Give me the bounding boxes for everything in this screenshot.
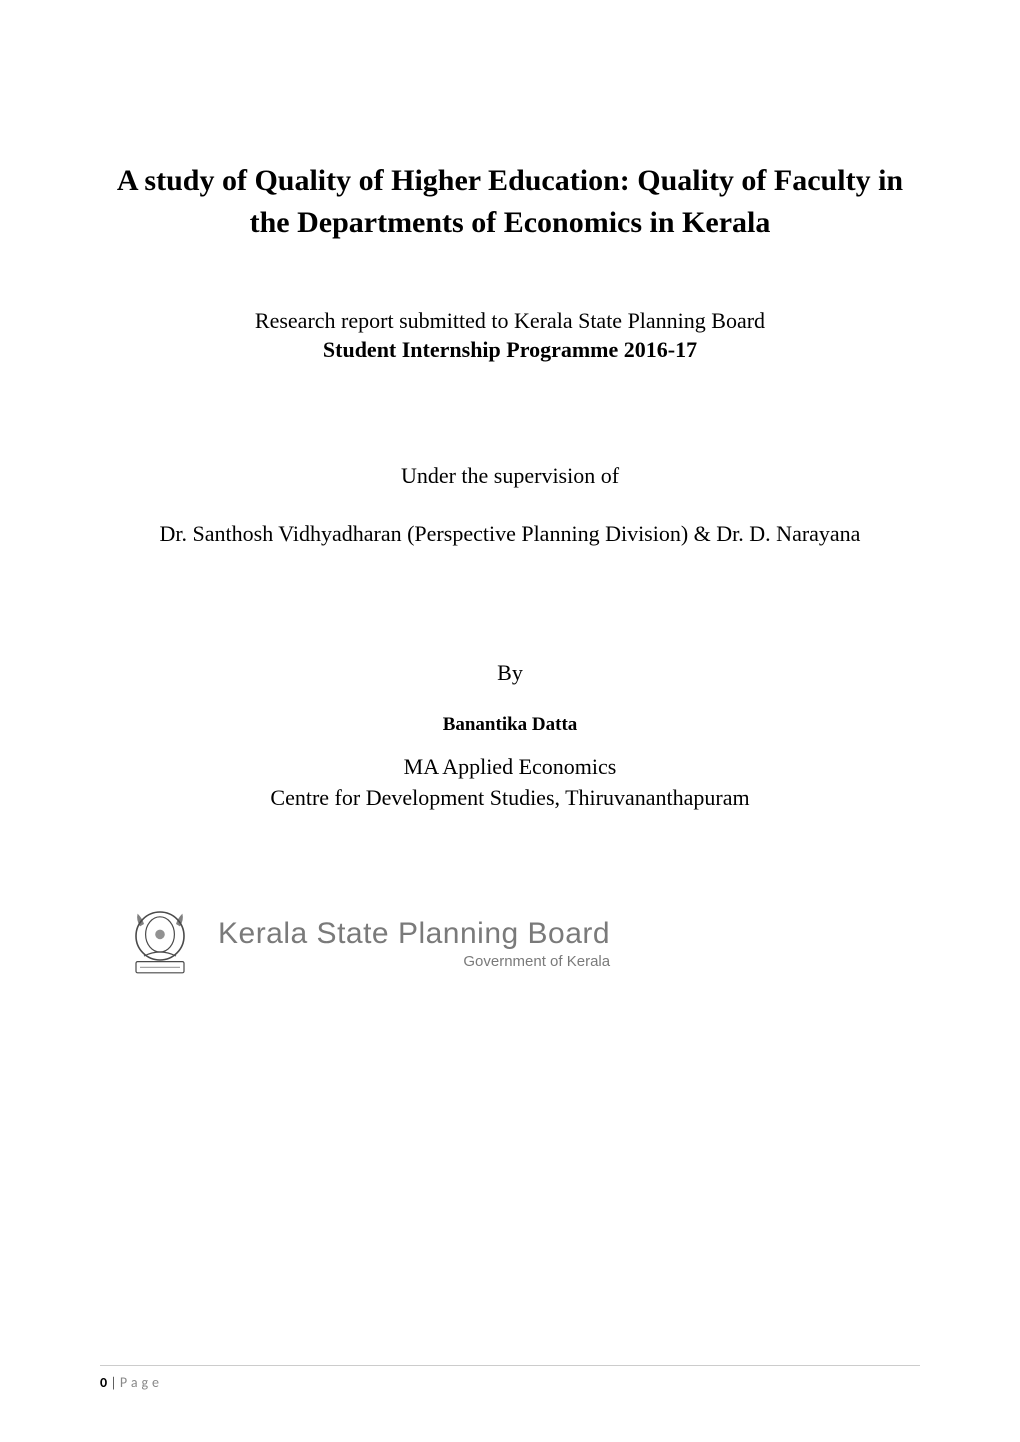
document-title: A study of Quality of Higher Education: …	[100, 160, 920, 244]
page-label: Page	[120, 1374, 163, 1391]
organization-subtitle: Government of Kerala	[463, 953, 610, 970]
supervision-label: Under the supervision of	[100, 463, 920, 489]
organization-logo-block: Kerala State Planning Board Government o…	[120, 904, 920, 984]
author-degree: MA Applied Economics	[404, 754, 617, 779]
author-affiliation: MA Applied Economics Centre for Developm…	[100, 752, 920, 814]
submitted-to-line: Research report submitted to Kerala Stat…	[100, 304, 920, 337]
page-separator: |	[107, 1374, 120, 1391]
by-label: By	[100, 660, 920, 686]
page-footer: 0 | Page	[100, 1365, 920, 1392]
page-number: 0 | Page	[100, 1374, 163, 1391]
programme-line: Student Internship Programme 2016-17	[100, 337, 920, 363]
author-institution: Centre for Development Studies, Thiruvan…	[270, 785, 749, 810]
organization-name: Kerala State Planning Board	[218, 917, 610, 951]
kerala-state-emblem-icon	[120, 904, 200, 984]
supervisors-names: Dr. Santhosh Vidhyadharan (Perspective P…	[100, 517, 920, 550]
author-name: Banantika Datta	[100, 714, 920, 736]
organization-text: Kerala State Planning Board Government o…	[218, 917, 610, 970]
